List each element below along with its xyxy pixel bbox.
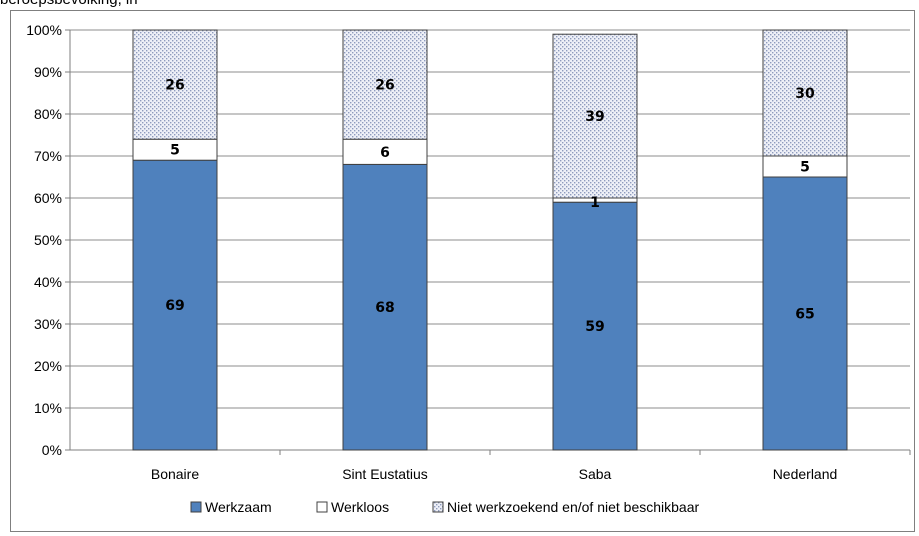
- data-label: 39: [585, 109, 604, 125]
- legend-swatch: [190, 501, 202, 513]
- bar-segment: [552, 33, 638, 199]
- bar-segment: [132, 29, 218, 140]
- bar-segment: [342, 138, 428, 165]
- y-tick-label: 60%: [34, 190, 62, 206]
- y-tick-label: 70%: [34, 148, 62, 164]
- bar-segment: [342, 163, 428, 451]
- bar-segment: [762, 29, 848, 157]
- bar-segment: [342, 29, 428, 140]
- data-label: 30: [795, 86, 815, 102]
- axes: 0% 10% 20% 30% 40% 50% 60% 70% 80% 90% 100%: [26, 22, 911, 458]
- bar-segment: [762, 176, 848, 451]
- legend: Werkzaam Werkloos Niet werkzoekend en/of n…: [190, 499, 699, 515]
- data-label: 69: [165, 298, 184, 314]
- bar-segment: [132, 159, 218, 451]
- y-tick-label: 100%: [26, 22, 62, 38]
- data-label: 5: [800, 160, 810, 176]
- legend-entry: Werkloos: [331, 499, 389, 515]
- y-tick-label: 90%: [34, 64, 62, 80]
- data-label: 5: [170, 143, 180, 159]
- x-category-label: Sint Eustatius: [342, 466, 428, 482]
- y-tick-label: 10%: [34, 400, 62, 416]
- legend-swatch: [432, 501, 444, 513]
- x-category-label: Saba: [579, 466, 612, 482]
- data-label: 65: [795, 307, 814, 323]
- legend-entry: Werkzaam: [205, 499, 272, 515]
- bar-segment: [552, 201, 638, 451]
- y-tick-label: 50%: [34, 232, 62, 248]
- x-category-label: Bonaire: [151, 466, 199, 482]
- data-label: 6: [380, 145, 390, 161]
- data-label: 26: [165, 78, 184, 94]
- chart-caption: beroepsbevolking, in: [0, 0, 138, 9]
- data-label: 59: [585, 319, 604, 335]
- data-label: 26: [375, 78, 394, 94]
- data-label: 1: [590, 195, 600, 211]
- y-tick-label: 0%: [42, 442, 62, 458]
- data-label: 68: [375, 300, 394, 316]
- bars: [132, 29, 848, 451]
- y-tick-label: 40%: [34, 274, 62, 290]
- labels: 69 5 26 Bonaire 68 6 26 Sint Eustatius 59 1 39 Saba…: [151, 78, 837, 482]
- y-tick-label: 30%: [34, 316, 62, 332]
- legend-entry: Niet werkzoekend en/of niet beschikbaar: [447, 499, 699, 515]
- y-tick-label: 20%: [34, 358, 62, 374]
- y-tick-label: 80%: [34, 106, 62, 122]
- x-category-label: Nederland: [773, 466, 838, 482]
- legend-swatch: [316, 501, 328, 513]
